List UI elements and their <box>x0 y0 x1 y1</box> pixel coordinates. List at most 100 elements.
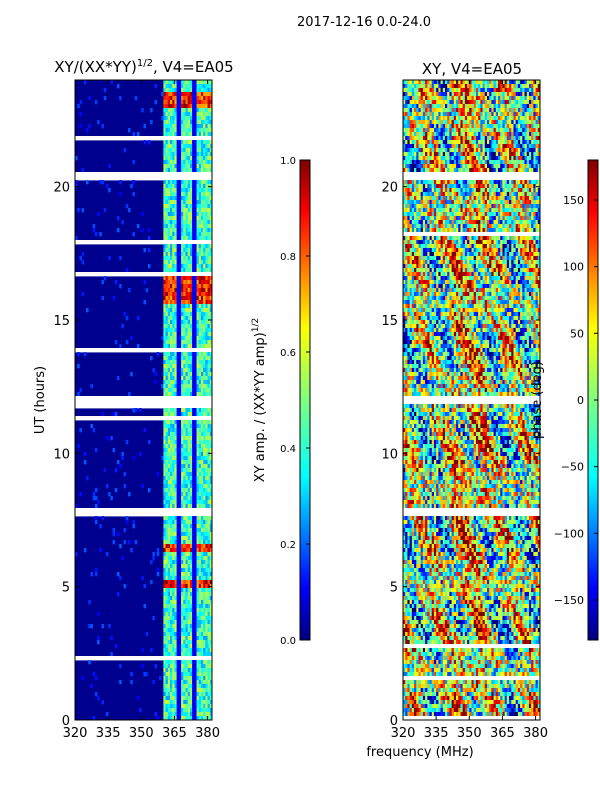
heatmap-cell <box>209 480 213 485</box>
heatmap-cell <box>156 352 160 357</box>
heatmap-cell <box>165 452 169 457</box>
heatmap-cell <box>511 152 514 157</box>
heatmap-cell <box>405 140 408 145</box>
heatmap-cell <box>194 328 197 333</box>
heatmap-cell <box>176 332 180 337</box>
heatmap-cell <box>207 296 211 301</box>
heatmap-cell <box>203 100 206 105</box>
heatmap-cell <box>178 188 182 193</box>
heatmap-cell <box>172 212 175 217</box>
heatmap-cell <box>194 392 197 397</box>
heatmap-cell <box>535 156 539 161</box>
heatmap-cell <box>192 488 195 493</box>
heatmap-cell <box>531 156 534 161</box>
heatmap-cell <box>489 144 492 149</box>
heatmap-cell <box>471 96 475 101</box>
heatmap-cell <box>163 436 166 441</box>
heatmap-cell <box>174 324 177 329</box>
heatmap-cell <box>178 468 182 473</box>
heatmap-cell <box>167 552 171 557</box>
heatmap-cell <box>183 552 186 557</box>
heatmap-cell <box>486 140 490 145</box>
heatmap-cell <box>172 612 175 617</box>
heatmap-cell <box>500 104 503 109</box>
heatmap-cell <box>189 132 193 137</box>
heatmap-cell <box>414 152 417 157</box>
heatmap-cell <box>509 156 512 161</box>
heatmap-cell <box>440 140 444 145</box>
heatmap-cell <box>178 236 182 241</box>
heatmap-cell <box>414 156 417 161</box>
heatmap-cell <box>183 188 186 193</box>
heatmap-cell <box>200 528 204 533</box>
heatmap-cell <box>165 80 169 85</box>
heatmap-cell <box>196 600 200 605</box>
heatmap-cell <box>526 88 530 93</box>
heatmap-cell <box>200 488 204 493</box>
heatmap-cell <box>183 300 186 305</box>
heatmap-cell <box>194 128 197 133</box>
heatmap-cell <box>194 156 197 161</box>
heatmap-cell <box>203 532 206 537</box>
heatmap-cell <box>187 364 191 369</box>
heatmap-cell <box>203 140 206 145</box>
heatmap-cell <box>172 608 175 613</box>
heatmap-cell <box>207 696 211 701</box>
heatmap-cell <box>178 340 182 345</box>
heatmap-cell <box>189 456 193 461</box>
heatmap-cell <box>205 300 208 305</box>
heatmap-cell <box>134 540 138 545</box>
heatmap-cell <box>207 288 211 293</box>
heatmap-cell <box>172 424 175 429</box>
heatmap-cell <box>187 252 191 257</box>
heatmap-cell <box>183 604 186 609</box>
heatmap-cell <box>165 480 169 485</box>
heatmap-cell <box>187 144 191 149</box>
heatmap-cell <box>172 620 175 625</box>
heatmap-cell <box>178 180 182 185</box>
heatmap-cell <box>403 92 406 97</box>
heatmap-cell <box>170 80 173 85</box>
heatmap-cell <box>192 264 195 269</box>
heatmap-cell <box>515 160 519 165</box>
heatmap-cell <box>196 520 200 525</box>
heatmap-cell <box>165 160 169 165</box>
heatmap-cell <box>422 84 426 89</box>
heatmap-cell <box>528 120 532 125</box>
heatmap-cell <box>209 92 213 97</box>
heatmap-cell <box>444 108 448 113</box>
heatmap-cell <box>189 428 193 433</box>
heatmap-cell <box>192 256 195 261</box>
heatmap-cell <box>205 496 208 501</box>
heatmap-cell <box>187 600 191 605</box>
heatmap-cell <box>473 140 477 145</box>
heatmap-cell <box>170 564 173 569</box>
heatmap-cell <box>187 180 191 185</box>
heatmap-cell <box>209 620 213 625</box>
heatmap-cell <box>192 572 195 577</box>
heatmap-cell <box>176 304 180 309</box>
heatmap-cell <box>170 648 173 653</box>
heatmap-cell <box>493 140 497 145</box>
heatmap-cell <box>203 300 206 305</box>
heatmap-cell <box>207 620 211 625</box>
heatmap-cell <box>172 320 175 325</box>
heatmap-cell <box>176 168 180 173</box>
heatmap-cell <box>174 668 177 673</box>
heatmap-cell <box>189 420 193 425</box>
heatmap-cell <box>185 696 188 701</box>
heatmap-cell <box>200 556 204 561</box>
heatmap-cell <box>517 100 521 105</box>
heatmap-cell <box>200 652 204 657</box>
heatmap-cell <box>192 336 195 341</box>
heatmap-cell <box>183 320 186 325</box>
heatmap-cell <box>535 96 539 101</box>
heatmap-cell <box>524 168 528 173</box>
heatmap-cell <box>187 484 191 489</box>
heatmap-cell <box>422 124 426 129</box>
heatmap-cell <box>502 116 505 121</box>
heatmap-cell <box>165 444 169 449</box>
heatmap-cell <box>491 164 494 169</box>
heatmap-cell <box>431 120 435 125</box>
heatmap-cell <box>170 688 173 693</box>
